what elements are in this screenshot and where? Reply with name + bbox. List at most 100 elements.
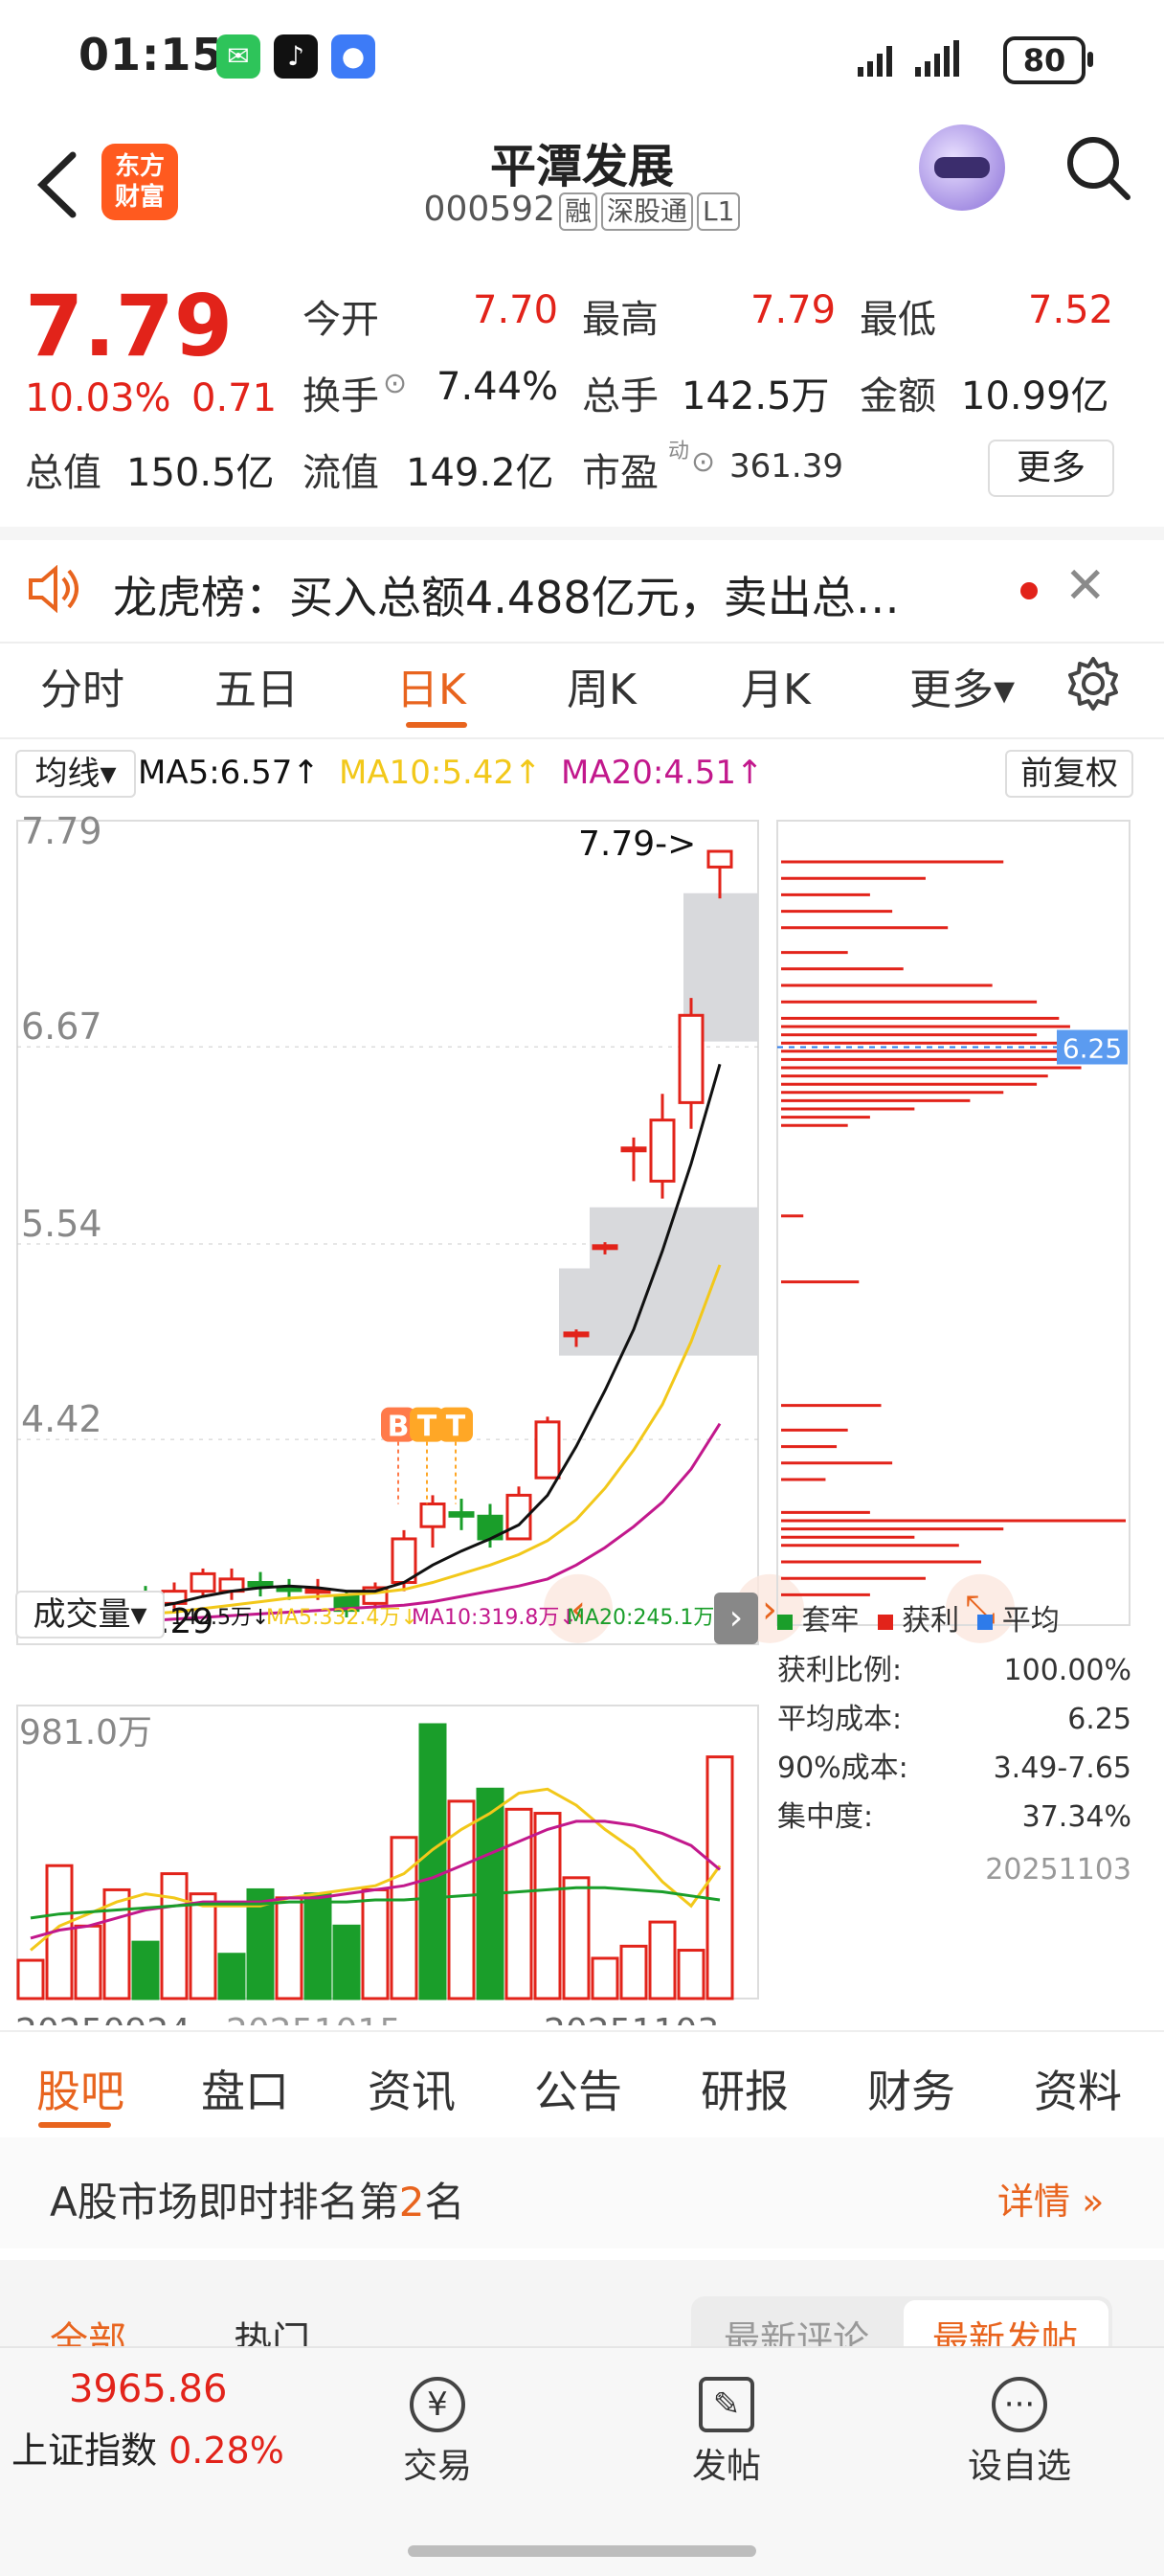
y-tick-label: 7.79 xyxy=(21,810,102,852)
volume-selector[interactable]: 成交量▾ xyxy=(15,1591,165,1638)
trade-marker-label: T xyxy=(417,1411,437,1444)
expand-arrow-icon[interactable]: › xyxy=(714,1593,758,1644)
close-icon[interactable]: ✕ xyxy=(1064,557,1107,615)
trade-marker xyxy=(381,1407,415,1442)
adjust-button[interactable]: 前复权 xyxy=(1005,750,1133,798)
float-value: 149.2亿 xyxy=(406,451,554,495)
vol-ma20-label: MA20:245.1万↓ xyxy=(567,1606,732,1630)
more-button[interactable]: 更多 xyxy=(988,440,1114,497)
volume-bar xyxy=(102,1887,131,2000)
volume-bar xyxy=(74,1924,102,2000)
mktcap-value: 150.5亿 xyxy=(126,451,275,495)
chart-period-tabs: 分时 五日 日K 周K 月K 更多▾ xyxy=(0,632,1164,739)
volume-value: 142.5万 xyxy=(682,374,830,418)
trade-button[interactable]: ¥ 交易 xyxy=(394,2377,481,2488)
tab-announcement[interactable]: 公告 xyxy=(534,2066,622,2117)
bottom-bar: 3965.86 上证指数 0.28% ¥ 交易 ✎ 发帖 ··· 设自选 xyxy=(0,2346,1164,2576)
tab-five-day[interactable]: 五日 xyxy=(214,666,299,714)
volume-bar xyxy=(418,1723,447,2000)
detail-link[interactable]: 详情 » xyxy=(997,2181,1105,2223)
stock-name: 平潭发展 xyxy=(489,140,674,193)
change-amount: 0.71 xyxy=(191,376,278,420)
pe-info-icon[interactable]: ⊙ xyxy=(691,445,716,479)
sort-latest-comment[interactable]: 最新评论 xyxy=(724,2318,870,2346)
settings-gear-icon[interactable] xyxy=(1064,655,1122,712)
amount-label: 金额 xyxy=(860,374,936,418)
high-label: 最高 xyxy=(582,298,659,342)
tab-research[interactable]: 研报 xyxy=(701,2066,789,2117)
last-price: 7.79 xyxy=(25,277,234,375)
chip-panel-frame xyxy=(776,820,1130,1626)
mktcap-label: 总值 xyxy=(25,451,101,495)
tab-news[interactable]: 资讯 xyxy=(368,2066,456,2117)
kline-svg[interactable]: 7.796.675.544.423.297.79-><-3.29BTT‹›⤡6.… xyxy=(0,802,1164,2025)
candle-body xyxy=(419,1503,446,1528)
index-value: 3965.86 xyxy=(69,2367,228,2411)
tab-more[interactable]: 更多▾ xyxy=(909,666,1016,714)
status-bar: 01:15 ✉ ♪ ● 80 xyxy=(0,0,1164,115)
volume-bar xyxy=(16,1958,45,2000)
float-label: 流值 xyxy=(302,451,379,495)
pe-value: 361.39 xyxy=(729,447,843,486)
ma5-label: MA5:6.57↑ xyxy=(138,754,320,792)
tab-monthly-k[interactable]: 月K xyxy=(741,666,811,714)
x-tick-label: 20251015 xyxy=(226,2012,401,2025)
candle-body xyxy=(563,1331,590,1338)
sort-latest-post[interactable]: 最新发帖 xyxy=(932,2318,1079,2346)
home-indicator xyxy=(408,2545,756,2557)
tab-weekly-k[interactable]: 周K xyxy=(567,666,637,714)
robot-assistant-icon[interactable] xyxy=(919,124,1005,211)
level-tag: L1 xyxy=(697,192,741,231)
rank-banner[interactable]: A股市场即时排名第2名 详情 » xyxy=(0,2137,1164,2248)
stock-header: 东方 财富 平潭发展 000592 融深股通 L1 xyxy=(0,115,1164,259)
tab-hot[interactable]: 热门 xyxy=(234,2319,310,2346)
index-info[interactable]: 上证指数 0.28% xyxy=(11,2429,284,2472)
y-tick-label: 4.42 xyxy=(21,1398,102,1440)
candle-body xyxy=(190,1571,216,1593)
volume-bar xyxy=(562,1876,591,2000)
vol-value-label: 142.5万↓ xyxy=(170,1606,270,1630)
speaker-icon xyxy=(29,565,78,613)
volume-bar xyxy=(131,1940,160,2000)
more-dots-icon: ··· xyxy=(992,2377,1047,2432)
rank-text: A股市场即时排名第2名 xyxy=(50,2179,465,2226)
vol-ma10-line xyxy=(30,1819,721,1940)
ma-selector[interactable]: 均线▾ xyxy=(15,750,136,798)
info-icon[interactable]: ⊙ xyxy=(383,367,408,400)
tab-intraday[interactable]: 分时 xyxy=(40,666,124,714)
footer-tab-indicator xyxy=(38,2122,111,2128)
avg-cost-badge xyxy=(1057,1029,1128,1065)
volume-bar xyxy=(648,1920,677,2000)
add-watchlist-button[interactable]: ··· 设自选 xyxy=(957,2377,1082,2488)
ma20-label: MA20:4.51↑ xyxy=(561,754,764,792)
volume-bar xyxy=(677,1949,705,2000)
y-tick-label: 5.54 xyxy=(21,1203,102,1245)
message-icon: ● xyxy=(331,34,375,79)
search-icon[interactable] xyxy=(1064,134,1131,201)
wechat-icon: ✉ xyxy=(216,34,260,79)
turnover-label: 换手 xyxy=(302,374,379,418)
tab-daily-k[interactable]: 日K xyxy=(396,666,466,714)
open-value: 7.70 xyxy=(473,288,559,332)
connect-tag: 深股通 xyxy=(601,192,694,231)
post-button[interactable]: ✎ 发帖 xyxy=(683,2377,770,2488)
volume-bar xyxy=(160,1872,189,2000)
tab-pankou[interactable]: 盘口 xyxy=(201,2066,289,2117)
back-arrow-icon[interactable] xyxy=(34,151,80,218)
chart-nav-circle xyxy=(544,1573,613,1643)
trade-marker xyxy=(410,1407,444,1442)
vol-ma20-line xyxy=(30,1886,721,1920)
tab-all[interactable]: 全部 xyxy=(50,2319,126,2346)
signal-icon xyxy=(858,40,959,77)
notice-bar[interactable]: 龙虎榜：买入总额4.488亿元，卖出总… ✕ xyxy=(0,527,1164,644)
chip-stats: 获利比例: 100.00% 平均成本: 6.25 90%成本: 3.49-7.65 集… xyxy=(777,1654,1131,1887)
candle-body xyxy=(247,1581,274,1588)
tab-profile[interactable]: 资料 xyxy=(1034,2066,1122,2117)
tab-finance[interactable]: 财务 xyxy=(867,2066,955,2117)
app-logo[interactable]: 东方 财富 xyxy=(101,144,178,220)
trade-marker-label: B xyxy=(388,1411,410,1444)
candle-body xyxy=(276,1586,302,1593)
battery-icon: 80 xyxy=(1003,36,1093,84)
volume-bar xyxy=(390,1836,418,2000)
tab-guba[interactable]: 股吧 xyxy=(36,2066,124,2117)
